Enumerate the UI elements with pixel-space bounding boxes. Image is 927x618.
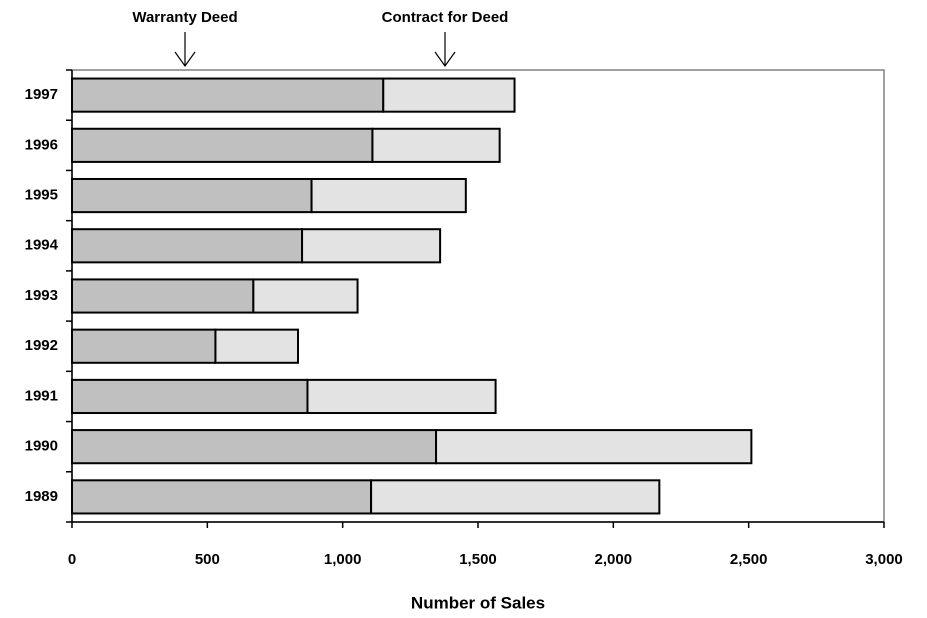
y-tick-label: 1997 — [25, 86, 58, 103]
y-tick-label: 1991 — [25, 387, 58, 404]
x-tick-label: 500 — [195, 551, 220, 568]
x-tick-label: 2,500 — [730, 551, 768, 568]
x-axis-title: Number of Sales — [411, 593, 545, 612]
bar — [301, 228, 442, 264]
bar — [71, 328, 217, 364]
y-tick-label: 1992 — [25, 337, 58, 354]
y-tick-label: 1994 — [25, 237, 59, 254]
legend-label: Warranty Deed — [132, 9, 237, 26]
legend-arrowhead — [174, 51, 196, 68]
bar — [310, 177, 467, 214]
bar — [71, 429, 438, 465]
bar — [370, 479, 661, 515]
x-tick-label: 1,500 — [459, 551, 497, 568]
x-tick-label: 0 — [68, 551, 76, 568]
bar — [71, 278, 255, 314]
bar — [214, 328, 300, 364]
x-tick-label: 1,000 — [324, 551, 362, 568]
x-tick-label: 3,000 — [865, 551, 903, 568]
bar — [252, 278, 359, 314]
bar — [71, 228, 304, 264]
y-tick-label: 1993 — [25, 287, 58, 304]
bar — [382, 77, 516, 113]
legend-arrowhead — [434, 51, 456, 68]
legend-label: Contract for Deed — [382, 9, 509, 26]
bar — [71, 378, 309, 415]
bar — [371, 127, 501, 163]
y-tick-label: 1996 — [25, 136, 58, 153]
bar — [71, 479, 373, 515]
bar — [71, 177, 313, 214]
bar — [71, 127, 374, 163]
bar — [71, 77, 385, 113]
y-tick-label: 1995 — [25, 187, 58, 204]
x-tick-label: 2,000 — [595, 551, 633, 568]
y-tick-label: 1989 — [25, 488, 58, 505]
y-tick-label: 1990 — [25, 438, 58, 455]
bar — [435, 429, 753, 465]
bar — [306, 378, 497, 415]
